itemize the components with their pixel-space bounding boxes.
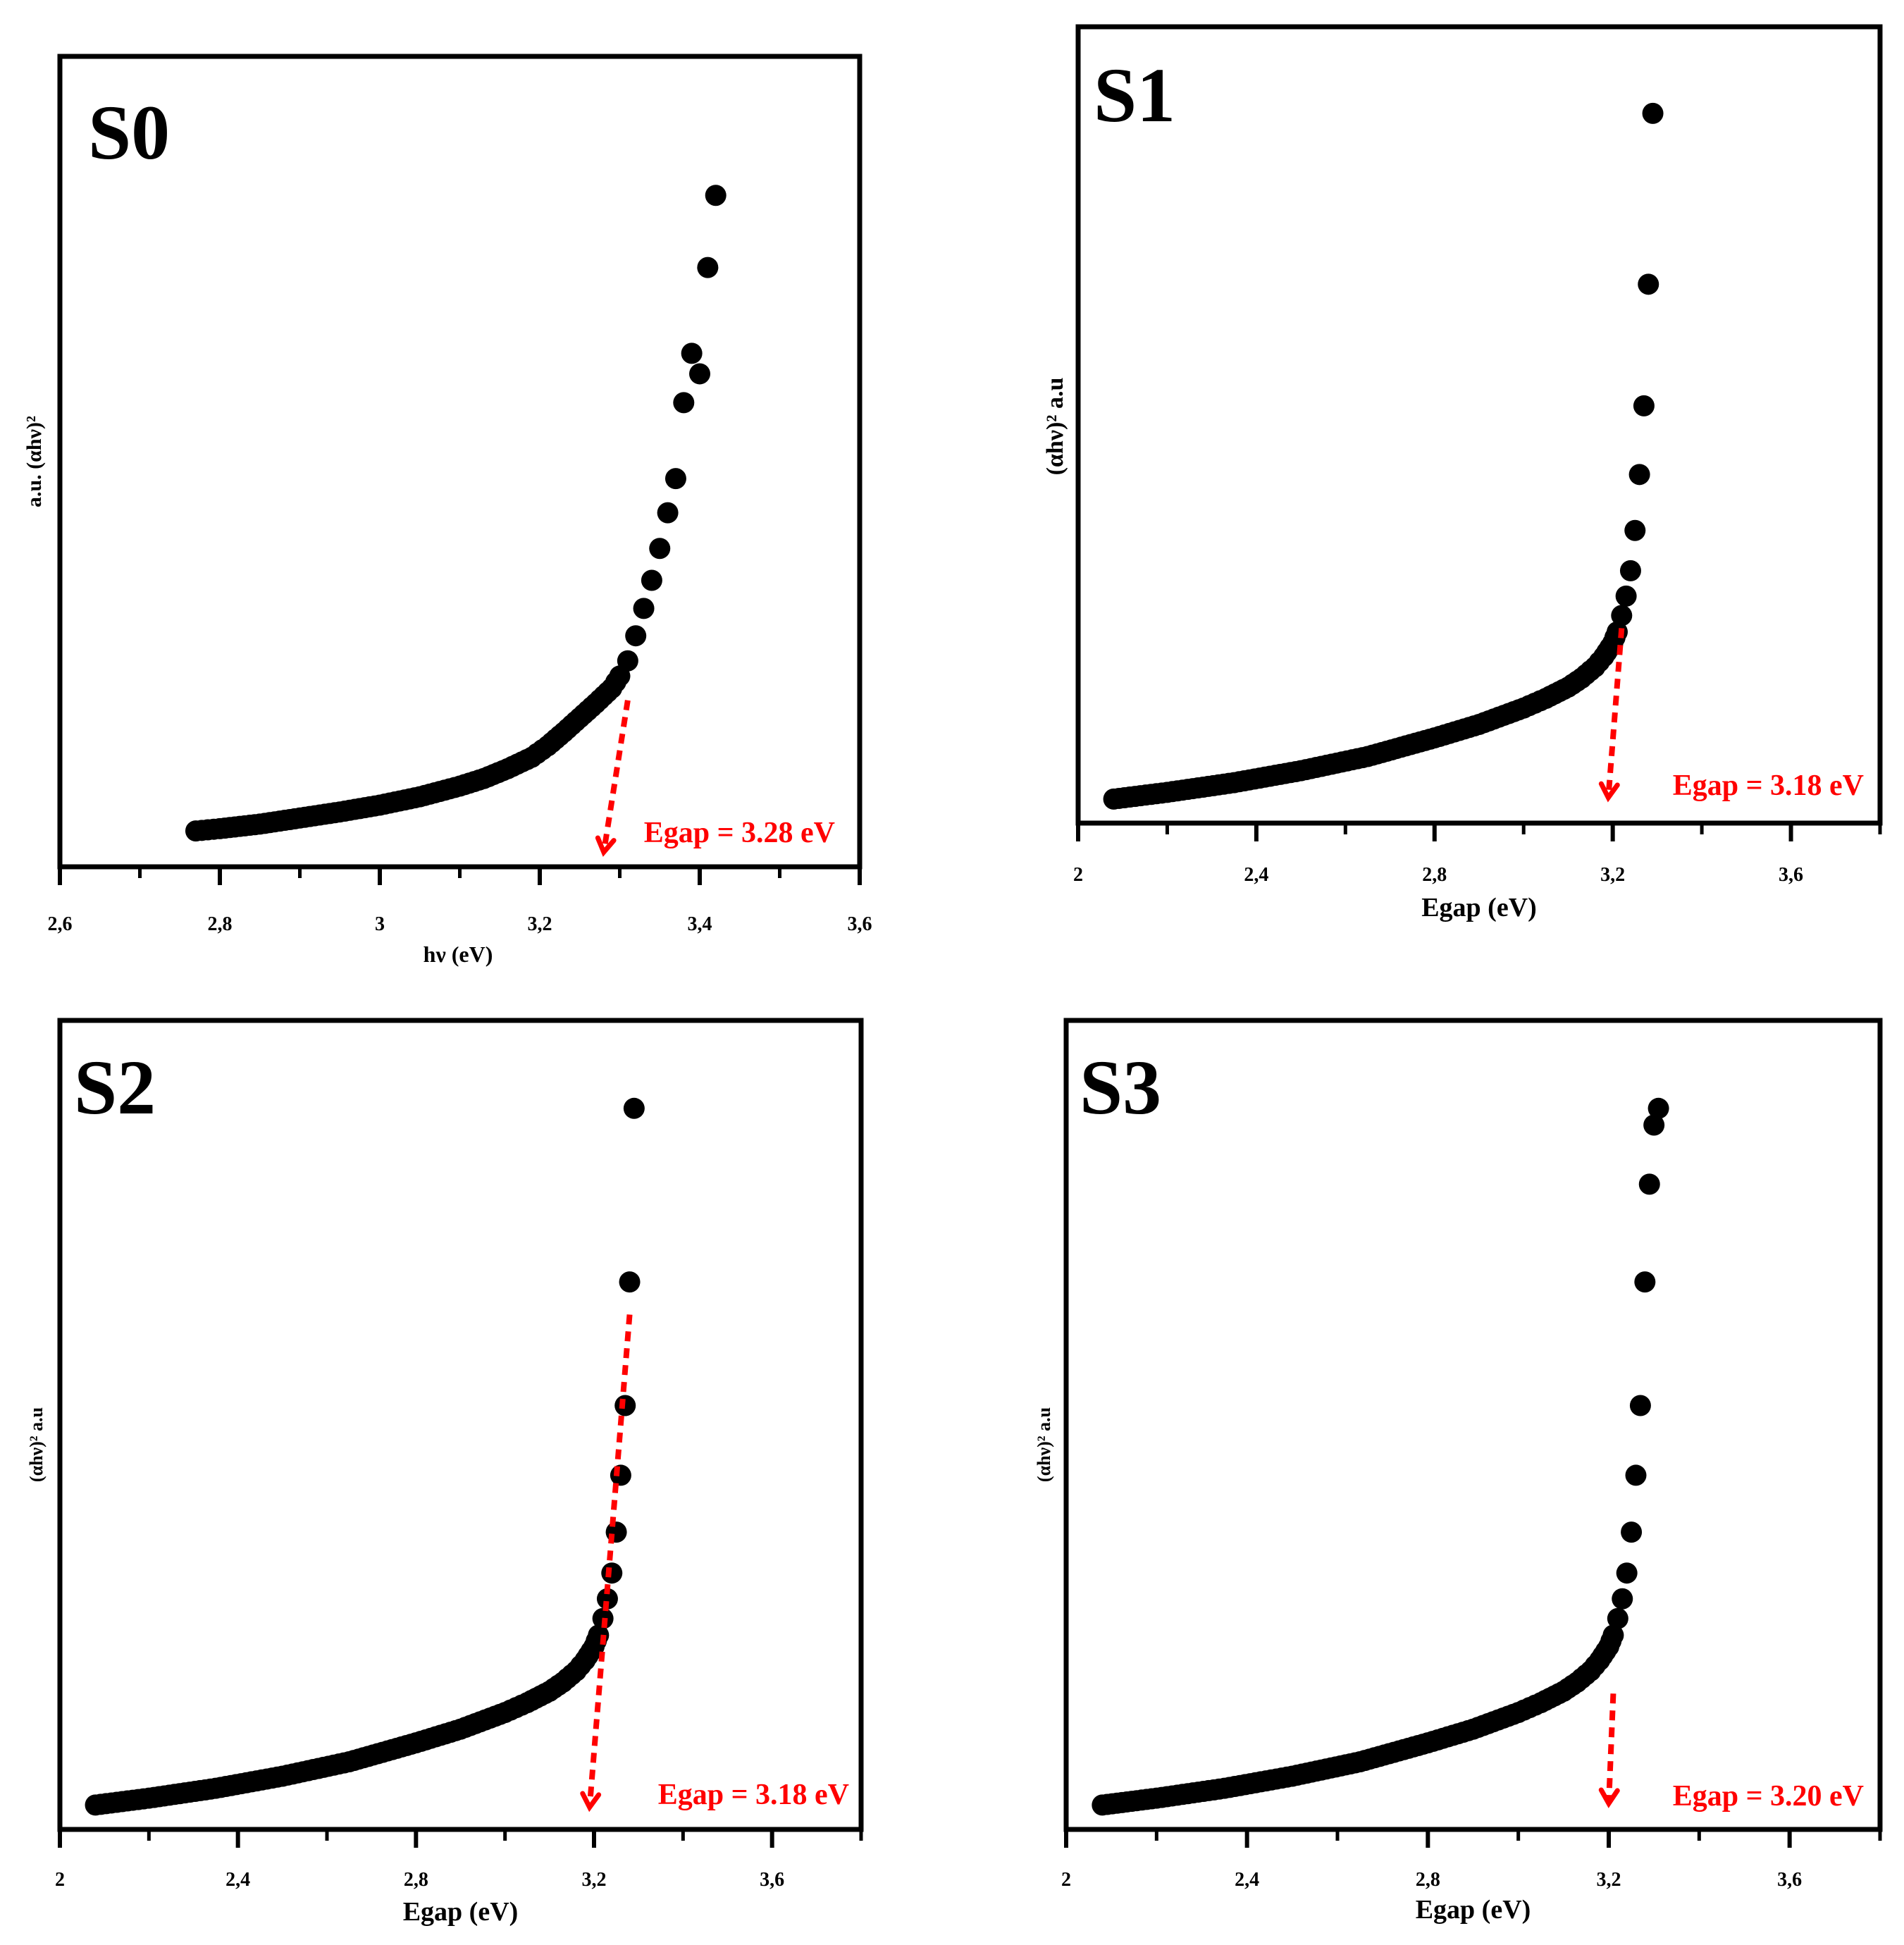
data-series xyxy=(1103,102,1664,810)
data-point xyxy=(1633,395,1655,416)
data-point xyxy=(633,598,655,619)
data-series xyxy=(1092,1097,1669,1816)
data-point xyxy=(705,185,727,206)
egap-label: Egap = 3.28 eV xyxy=(644,817,835,849)
data-point xyxy=(664,468,686,490)
data-point xyxy=(1624,519,1646,541)
data-point xyxy=(596,1588,618,1610)
data-point xyxy=(649,538,671,560)
x-tick-label: 2 xyxy=(55,1869,65,1891)
data-point xyxy=(619,1271,641,1293)
data-series xyxy=(185,185,727,842)
egap-tangent-line xyxy=(1606,1693,1616,1804)
data-point xyxy=(623,1097,645,1119)
x-tick-label: 3 xyxy=(375,913,385,935)
x-tick-label: 2,8 xyxy=(1422,864,1447,886)
x-axis-label: Egap (eV) xyxy=(1416,1895,1531,1925)
y-axis-label: (αhν)² a.u xyxy=(1042,378,1068,476)
data-point xyxy=(1611,605,1633,626)
data-point xyxy=(1648,1097,1669,1119)
data-point xyxy=(697,257,719,278)
data-point xyxy=(1638,1173,1660,1195)
panel-s2: 2 2,4 2,8 3,2 3,6 Egap (eV) (αhν)² a.u S2 Egap =… xyxy=(26,1018,864,1927)
panel-label: S2 xyxy=(74,1044,156,1130)
plot-frame xyxy=(1063,1018,1883,1832)
x-tick-label: 2 xyxy=(1061,1869,1071,1891)
data-point xyxy=(1615,585,1637,607)
x-tick-label: 2,4 xyxy=(1235,1869,1259,1891)
x-tick-label: 3,6 xyxy=(1777,1869,1802,1891)
egap-label: Egap = 3.18 eV xyxy=(658,1779,849,1811)
egap-arrow-head xyxy=(580,1791,602,1813)
egap-arrow-head xyxy=(595,835,617,857)
plot-frame xyxy=(57,1018,864,1832)
data-point xyxy=(614,1395,636,1416)
data-point xyxy=(673,392,695,414)
x-tick-label: 2,8 xyxy=(404,1869,428,1891)
data-point xyxy=(1602,1624,1624,1646)
egap-arrow-head xyxy=(1598,781,1620,803)
x-tick-label: 3,4 xyxy=(688,913,712,935)
data-point xyxy=(1625,1464,1647,1486)
egap-label: Egap = 3.20 eV xyxy=(1673,1780,1864,1813)
panel-s1: 2 2,4 2,8 3,2 3,6 Egap (eV) (αhν)² a.u S1 Egap =… xyxy=(1042,24,1883,922)
x-tick-label: 3,2 xyxy=(1597,1869,1621,1891)
data-point xyxy=(657,502,679,524)
panel-label: S3 xyxy=(1080,1044,1161,1130)
data-point xyxy=(625,625,647,647)
panel-label: S0 xyxy=(88,89,170,175)
data-point xyxy=(1616,1562,1638,1584)
egap-arrow-head xyxy=(1598,1787,1620,1808)
data-point xyxy=(1607,1607,1628,1629)
x-axis-label: Egap (eV) xyxy=(403,1897,519,1927)
egap-tangent-line xyxy=(586,1314,633,1808)
data-point xyxy=(689,363,710,385)
egap-tangent-line xyxy=(1605,628,1625,798)
plot-frame xyxy=(57,54,863,870)
x-tick-label: 3,6 xyxy=(760,1869,784,1891)
x-tick-label: 3,2 xyxy=(528,913,552,935)
panel-s3: 2 2,4 2,8 3,2 3,6 Egap (eV) (αhν)² a.u S3 Egap =… xyxy=(1034,1018,1883,1925)
y-axis-label: (αhν)² a.u xyxy=(1034,1407,1054,1482)
plot-frame xyxy=(1075,24,1883,826)
data-point xyxy=(1638,273,1659,295)
y-axis-label: (αhν)² a.u xyxy=(26,1407,47,1482)
data-point xyxy=(1643,1114,1665,1136)
data-point xyxy=(1619,560,1641,581)
x-tick-label: 2,4 xyxy=(1244,864,1268,886)
data-point xyxy=(610,1464,631,1486)
x-tick-label: 3,6 xyxy=(1779,864,1803,886)
egap-tangent-line xyxy=(600,700,631,853)
x-tick-label: 3,2 xyxy=(1600,864,1625,886)
x-tick-label: 2,8 xyxy=(208,913,233,935)
data-point xyxy=(1612,1588,1633,1610)
x-tick-label: 3,6 xyxy=(848,913,872,935)
data-point xyxy=(1628,464,1650,486)
x-tick-label: 2,8 xyxy=(1416,1869,1440,1891)
data-point xyxy=(641,569,662,591)
panel-s0: 2,6 2,8 3 3,2 3,4 3,6 hν (eV) a.u. (αhν)² S0 Egap… xyxy=(23,54,872,967)
x-axis-label: hν (eV) xyxy=(424,941,493,967)
data-point xyxy=(1629,1395,1651,1416)
egap-label: Egap = 3.18 eV xyxy=(1673,770,1864,802)
data-point xyxy=(1621,1521,1643,1543)
data-point xyxy=(1634,1271,1656,1293)
data-point xyxy=(617,650,638,672)
data-series xyxy=(85,1097,645,1816)
x-tick-label: 2 xyxy=(1073,864,1083,886)
x-tick-label: 2,6 xyxy=(48,913,73,935)
x-axis-label: Egap (eV) xyxy=(1421,893,1537,922)
y-axis-label: a.u. (αhν)² xyxy=(23,416,46,507)
x-tick-label: 2,4 xyxy=(225,1869,250,1891)
x-tick-label: 3,2 xyxy=(582,1869,607,1891)
data-point xyxy=(1642,102,1664,124)
data-point xyxy=(681,342,703,364)
data-point xyxy=(601,1562,623,1584)
panel-label: S1 xyxy=(1094,52,1175,138)
